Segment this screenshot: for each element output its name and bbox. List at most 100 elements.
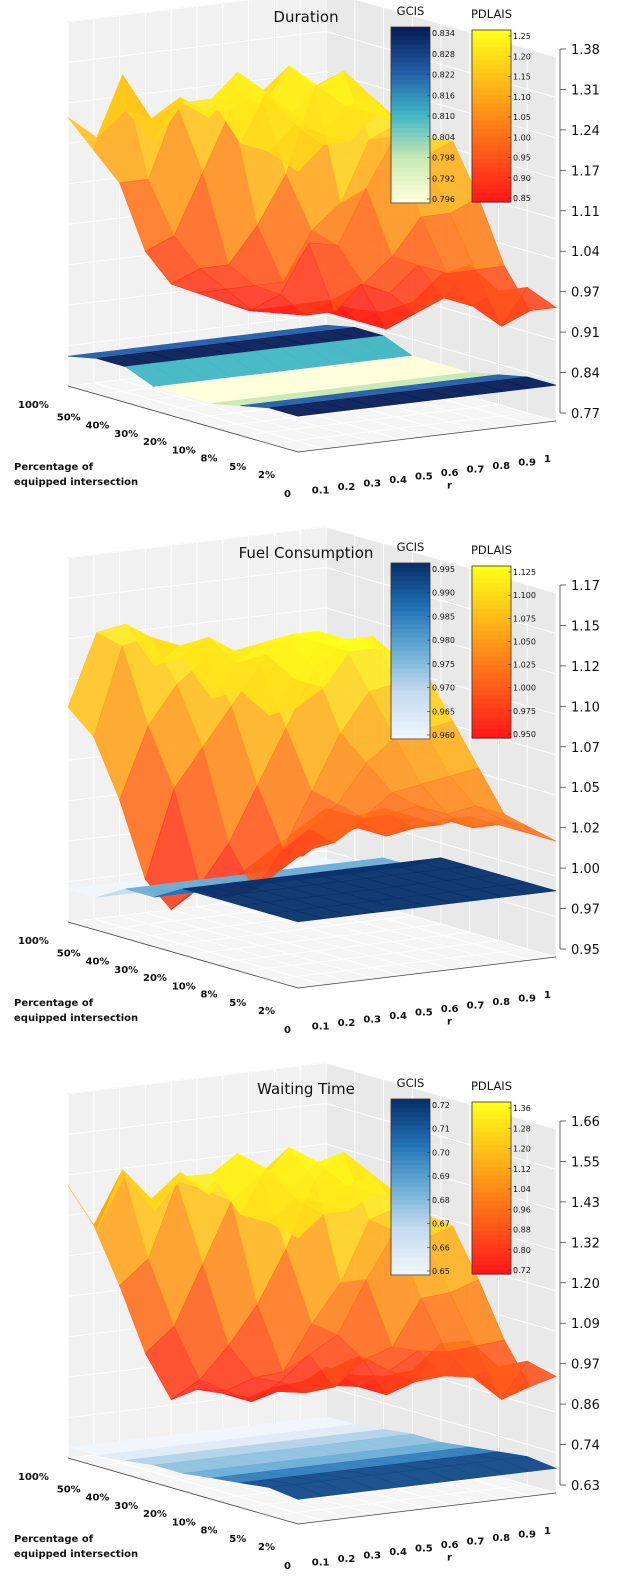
colorbar-band [391,145,430,151]
colorbar-band [391,642,430,648]
colorbar-band [472,1188,511,1193]
colorbar-band [391,1200,430,1206]
colorbar-band [472,703,511,709]
z-tick-label: 0.84 [571,367,600,382]
colorbar-band [391,62,430,68]
colorbar-band [391,712,430,718]
colorbar-band [391,717,430,722]
colorbar-band [391,163,430,169]
colorbar-band [472,1132,511,1137]
colorbar-band [472,690,511,696]
colorbar-band [472,574,511,580]
colorbar-band [472,1231,511,1236]
x-tick-label: 0.3 [363,1015,381,1026]
colorbar-band [472,613,511,619]
y-tick-label: 20% [143,1509,167,1520]
z-tick-label: 1.17 [571,579,600,594]
colorbar-band [472,583,511,589]
colorbar-tick-label: 0.68 [432,1196,450,1205]
colorbar-band [472,626,511,632]
pdlais-surface-facet [501,286,557,327]
colorbar-tick-label: 0.65 [432,1267,450,1276]
colorbar-band [391,703,430,709]
colorbar-band [391,27,430,32]
colorbar-tick-label: 0.66 [432,1243,450,1252]
z-tick-label: 1.04 [571,245,600,260]
x-tick-label: 0 [284,489,291,500]
colorbar-band [391,1226,430,1232]
colorbar-band [472,591,511,597]
colorbar-band [391,1116,430,1122]
chart-fuel-consumption: 0.95 0.97 1.00 1.02 1.05 1.07 1.10 1.12 1.15 1.17… [0,526,630,1056]
colorbar-band [391,571,430,577]
colorbar-band [391,137,430,142]
colorbar-band [472,154,511,160]
x-tick-label: 0.1 [312,1558,330,1569]
colorbar-band [472,1192,511,1198]
colorbar-band [391,1107,430,1113]
z-tick-label: 0.97 [571,286,600,301]
colorbar-band [391,93,430,98]
colorbar-band [472,1136,511,1142]
colorbar-band [472,116,511,121]
z-tick-label: 0.77 [571,407,600,422]
colorbar-title: PDLAIS [471,1079,512,1093]
gridline [269,584,528,981]
colorbar-band [472,1209,511,1215]
z-tick-label: 1.11 [571,205,600,220]
colorbar-band [391,40,430,46]
x-tick-label: 0.8 [492,1533,510,1544]
colorbar-band [472,1110,511,1116]
colorbar-band [472,103,511,108]
colorbar-band [391,721,430,727]
colorbar-band [472,193,511,199]
colorbar-band [391,71,430,76]
gridline [182,560,442,956]
colorbar-band [391,1204,430,1210]
z-tick-label: 1.55 [571,1155,600,1170]
colorbar-band [391,97,430,103]
colorbar-band [472,578,511,584]
z-tick-label: 1.66 [571,1115,600,1130]
colorbar-band [472,171,511,177]
z-tick-label: 1.17 [571,164,600,179]
colorbar-band [472,68,511,74]
colorbar-band [391,110,430,116]
colorbar-band [391,708,430,714]
y-tick-label: 40% [86,421,110,432]
colorbar-band [472,1243,511,1249]
colorbar-band [391,101,430,107]
colorbar-band [472,621,511,627]
z-tick-label: 1.09 [571,1317,600,1332]
colorbar-band [472,570,511,576]
z-tick-label: 1.38 [571,43,600,58]
colorbar-band [391,593,430,599]
colorbar-band [472,64,511,70]
colorbar-band [472,720,511,726]
colorbar-band [391,611,430,617]
colorbar-band [391,624,430,630]
colorbar-tick-label: 0.975 [432,660,455,669]
colorbar-tick-label: 1.125 [513,568,536,577]
y-axis-line [67,1457,299,1525]
colorbar-band [472,652,511,657]
colorbar-title: GCIS [397,540,425,554]
z-tick-label: 1.15 [571,619,600,634]
colorbar-band [391,725,430,731]
colorbar-band [472,617,511,623]
y-tick-label: 8% [201,454,218,465]
colorbar-tick-label: 0.72 [432,1101,450,1110]
colorbar-tick-label: 1.000 [513,684,536,693]
colorbar-band [391,1239,430,1245]
colorbar-band [391,690,430,696]
z-tick-label: 1.02 [571,822,600,837]
colorbar-band [472,566,511,571]
gridline [269,48,528,445]
colorbar-band [391,79,430,85]
colorbar-band [472,630,511,636]
colorbar-band [472,30,511,35]
colorbar-band [472,686,511,692]
colorbar-tick-label: 1.075 [513,614,536,623]
colorbar-band [391,1134,430,1140]
colorbar-tick-label: 1.00 [513,133,531,142]
